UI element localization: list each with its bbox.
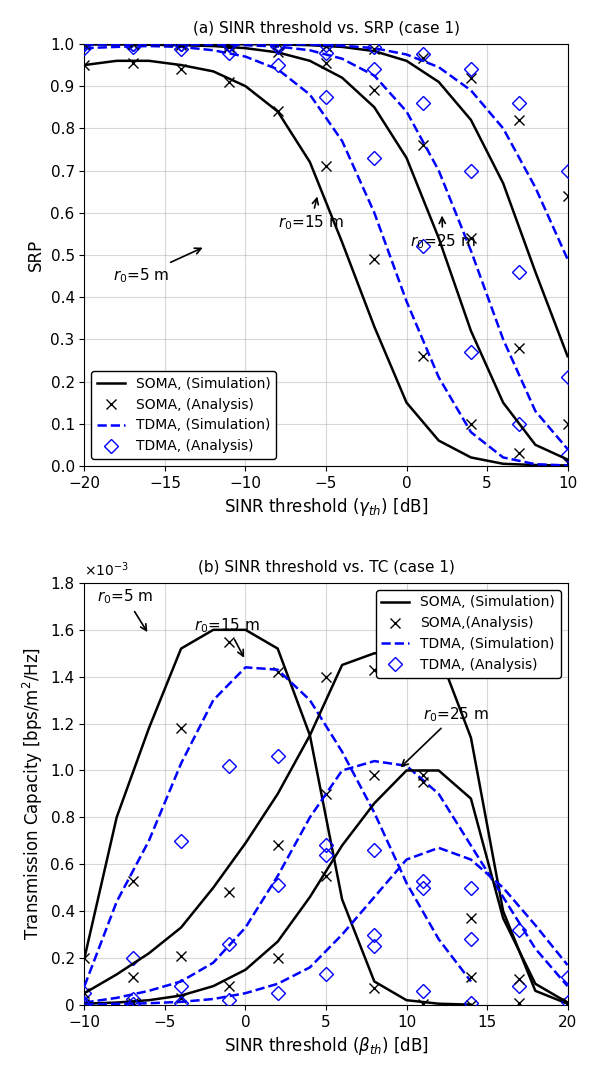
Text: $\times10^{-3}$: $\times10^{-3}$ bbox=[84, 561, 129, 579]
Text: $r_0$=15 m: $r_0$=15 m bbox=[194, 616, 260, 657]
Y-axis label: SRP: SRP bbox=[27, 239, 45, 271]
Text: $r_0$=15 m: $r_0$=15 m bbox=[277, 198, 344, 232]
Title: (b) SINR threshold vs. TC (case 1): (b) SINR threshold vs. TC (case 1) bbox=[197, 559, 454, 575]
Legend: SOMA, (Simulation), SOMA,(Analysis), TDMA, (Simulation), TDMA, (Analysis): SOMA, (Simulation), SOMA,(Analysis), TDM… bbox=[376, 590, 560, 678]
Text: $r_0$=5 m: $r_0$=5 m bbox=[114, 248, 201, 285]
Text: $r_0$=25 m: $r_0$=25 m bbox=[410, 218, 476, 251]
Y-axis label: Transmission Capacity [bps/m$^2$/Hz]: Transmission Capacity [bps/m$^2$/Hz] bbox=[21, 648, 45, 940]
X-axis label: SINR threshold ($\gamma_{th}$) [dB]: SINR threshold ($\gamma_{th}$) [dB] bbox=[224, 496, 428, 519]
Title: (a) SINR threshold vs. SRP (case 1): (a) SINR threshold vs. SRP (case 1) bbox=[193, 20, 459, 36]
Legend: SOMA, (Simulation), SOMA, (Analysis), TDMA, (Simulation), TDMA, (Analysis): SOMA, (Simulation), SOMA, (Analysis), TD… bbox=[91, 371, 276, 459]
Text: $r_0$=25 m: $r_0$=25 m bbox=[402, 705, 489, 766]
X-axis label: SINR threshold ($\beta_{th}$) [dB]: SINR threshold ($\beta_{th}$) [dB] bbox=[224, 1035, 428, 1058]
Text: $r_0$=5 m: $r_0$=5 m bbox=[97, 588, 154, 631]
